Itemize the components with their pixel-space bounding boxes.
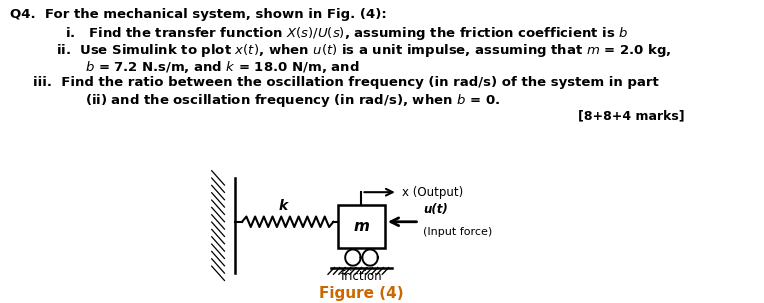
Text: k: k — [279, 199, 288, 213]
Text: (ii) and the oscillation frequency (in rad/s), when $b$ = 0.: (ii) and the oscillation frequency (in r… — [85, 92, 500, 109]
Text: [8+8+4 marks]: [8+8+4 marks] — [578, 109, 685, 122]
Text: m: m — [354, 219, 370, 234]
Text: u(t): u(t) — [423, 203, 448, 216]
Text: Q4.  For the mechanical system, shown in Fig. (4):: Q4. For the mechanical system, shown in … — [11, 8, 387, 21]
Text: iii.  Find the ratio between the oscillation frequency (in rad/s) of the system : iii. Find the ratio between the oscillat… — [33, 76, 659, 89]
Bar — [338, 205, 385, 248]
Text: Figure (4): Figure (4) — [319, 286, 404, 301]
Text: friction: friction — [341, 270, 382, 283]
Text: $b$ = 7.2 N.s/m, and $k$ = 18.0 N/m, and: $b$ = 7.2 N.s/m, and $k$ = 18.0 N/m, and — [85, 59, 359, 75]
Text: i.   Find the transfer function $X(s)/U(s)$, assuming the friction coefficient i: i. Find the transfer function $X(s)/U(s)… — [65, 25, 628, 42]
Bar — [222, 178, 235, 273]
Text: ii.  Use Simulink to plot $x(t)$, when $u(t)$ is a unit impulse, assuming that $: ii. Use Simulink to plot $x(t)$, when $u… — [56, 42, 672, 59]
Text: (Input force): (Input force) — [423, 227, 492, 237]
Text: x (Output): x (Output) — [402, 186, 464, 199]
